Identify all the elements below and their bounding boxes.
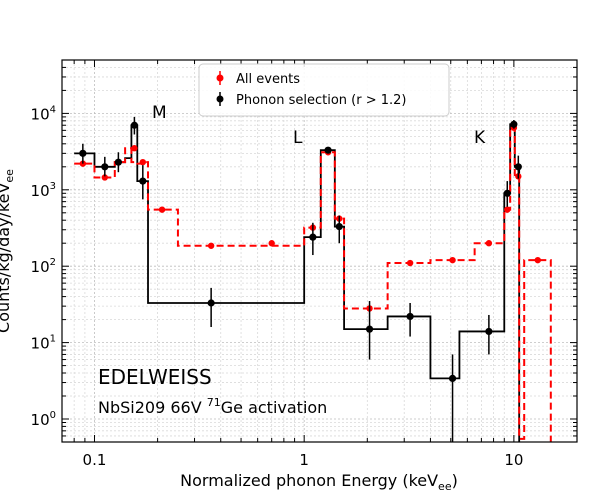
x-tick-label: 10 (504, 451, 523, 469)
data-point-phonon-selection (207, 299, 215, 307)
ticks: 0.1 1 10 100 101 102 103 104 (31, 60, 577, 469)
legend-box (198, 63, 450, 117)
data-point-all-events (207, 242, 215, 249)
data-point-all-events (485, 240, 493, 247)
data-point-phonon-selection (448, 374, 457, 382)
data-point-all-events (101, 174, 109, 181)
data-point-phonon-selection (309, 233, 317, 241)
plot-frame (61, 59, 578, 443)
data-point-phonon-selection (335, 222, 343, 231)
data-point-phonon-selection (324, 146, 332, 154)
data-area (74, 116, 552, 442)
data-point-all-events (268, 240, 275, 247)
data-point-all-events (406, 259, 414, 267)
data-point-phonon-selection (503, 189, 511, 197)
legend-label-all-events: All events (236, 72, 300, 87)
legend-marker-all-events (216, 71, 224, 85)
data-point-phonon-selection (406, 312, 414, 321)
y-tick-label: 104 (31, 104, 56, 123)
x-axis-label: Normalized phonon Energy (keVee) (180, 471, 458, 493)
data-point-all-events (534, 256, 541, 264)
data-point-all-events (131, 145, 138, 152)
legend-label-phonon-selection: Phonon selection (r > 1.2) (236, 93, 406, 108)
data-point-phonon-selection (130, 121, 138, 129)
legend: All events Phonon selection (r > 1.2) (198, 63, 450, 117)
data-point-all-events (139, 158, 147, 166)
peak-label-L: L (293, 128, 303, 148)
legend-marker-phonon-selection (216, 92, 224, 106)
data-point-phonon-selection (485, 327, 493, 336)
y-tick-label: 101 (31, 334, 56, 353)
data-point-phonon-selection (514, 163, 522, 171)
data-point-phonon-selection (114, 158, 122, 166)
data-point-phonon-selection (101, 163, 109, 171)
peak-label-M: M (152, 103, 167, 123)
detector-label: NbSi209 66V 71Ge activation (98, 396, 327, 417)
data-point-phonon-selection (365, 325, 374, 333)
y-axis-label: Counts/kg/day/keVee (0, 169, 16, 333)
data-point-phonon-selection (510, 120, 518, 128)
x-tick-label: 0.1 (83, 451, 107, 469)
y-tick-label: 102 (31, 257, 56, 276)
y-tick-label: 100 (31, 410, 56, 429)
peak-label-K: K (474, 128, 486, 148)
data-point-phonon-selection (139, 177, 147, 185)
experiment-label: EDELWEISS (98, 365, 212, 389)
data-point-phonon-selection (79, 149, 87, 157)
data-point-all-events (158, 206, 166, 213)
grid (62, 60, 577, 442)
data-point-all-events (504, 206, 511, 213)
data-point-all-events (449, 256, 456, 264)
y-tick-label: 103 (31, 181, 56, 200)
x-tick-label: 1 (299, 451, 309, 469)
